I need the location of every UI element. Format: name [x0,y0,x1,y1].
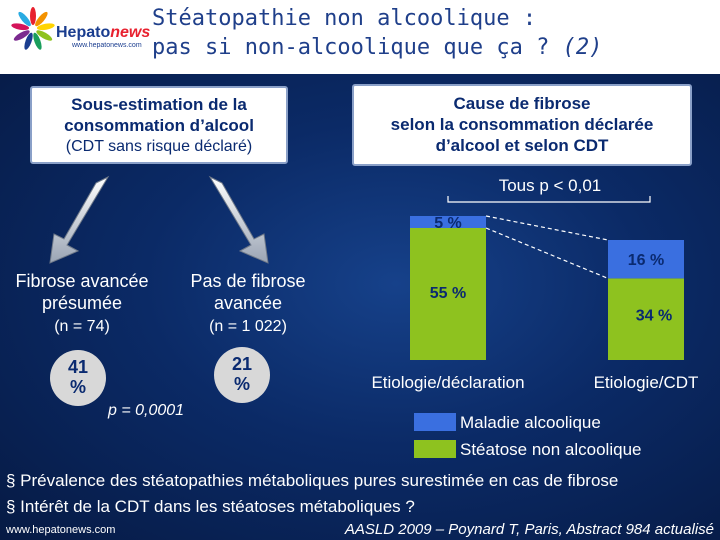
logo-brand: Hepato [56,24,111,41]
footer-url: www.hepatonews.com [6,524,116,536]
legend-label-alcohol: Maladie alcoolique [460,413,601,432]
label-nafld-0: 55 % [430,285,466,302]
title-line-2: pas si non-alcoolique que ça ? [152,35,563,60]
label-alcohol-0: 5 % [434,215,462,232]
group-1-percent-unit: % [69,377,86,397]
label-alcohol-1: 16 % [628,252,664,269]
right-heading-line-1: Cause de fibrose [453,94,591,113]
right-heading-box: Cause de fibrose selon la consommation d… [352,84,692,166]
left-heading-line-3: (CDT sans risque déclaré) [65,138,253,155]
arrow-left-icon [49,175,110,264]
group-1-n: (n = 74) [54,318,110,335]
left-heading-box: Sous-estimation de la consommation d’alc… [30,86,288,164]
arrow-right-icon [208,175,269,264]
title-number: (2) [562,35,603,60]
bar-alcohol-0 [410,216,486,228]
logo-url: www.hepatonews.com [72,42,142,49]
group-2-percent-value: 21 [231,354,253,374]
label-nafld-1: 34 % [636,307,672,324]
legend-swatch-alcohol [414,413,456,431]
group-2-n: (n = 1 022) [209,318,287,335]
group-1-line-1: Fibrose avancée [15,271,149,291]
bar-nafld-1 [608,278,684,360]
category-label-0: Etiologie/déclaration [371,373,524,392]
group-1-label: Fibrose avancée présumée [2,270,162,314]
logo-text: Hepatonews [56,24,150,42]
connector-top [485,215,609,241]
bar-nafld-0 [410,228,486,360]
legend-label-nafld: Stéatose non alcoolique [460,440,642,459]
group-2-line-1: Pas de fibrose [190,271,306,291]
category-label-1: Etiologie/CDT [594,373,699,392]
bullet-2: § Intérêt de la CDT dans les stéatoses m… [6,497,415,516]
bullet-1: § Prévalence des stéatopathies métaboliq… [6,471,619,490]
header: Hepatonews www.hepatonews.com Stéatopath… [0,0,720,74]
significance-label: Tous p < 0,01 [498,176,602,195]
right-heading-line-3: d’alcool et selon CDT [435,136,609,155]
group-1-percent: 41 % [50,350,106,406]
right-heading-line-2: selon la consommation déclarée [390,115,654,134]
logo-brand-suffix: news [110,24,151,41]
significance-bracket [447,196,651,203]
group-2-percent-unit: % [233,374,250,394]
group-1-percent-value: 41 [67,357,89,377]
legend-swatch-nafld [414,440,456,458]
slide-title: Stéatopathie non alcoolique : pas si non… [152,4,602,62]
connector-mid [485,227,609,279]
group-2-label: Pas de fibrose avancée [168,270,328,314]
title-line-1: Stéatopathie non alcoolique : [152,6,537,31]
bar-alcohol-1 [608,240,684,279]
group-1-line-2: présumée [41,293,123,313]
footer-reference: AASLD 2009 – Poynard T, Paris, Abstract … [344,521,714,538]
p-value: p = 0,0001 [108,402,185,419]
left-heading-line-2: consommation d’alcool [64,116,254,135]
group-2-line-2: avancée [213,293,283,313]
logo-flower-icon [11,7,55,50]
group-2-percent: 21 % [214,347,270,403]
left-heading-line-1: Sous-estimation de la [71,95,247,114]
